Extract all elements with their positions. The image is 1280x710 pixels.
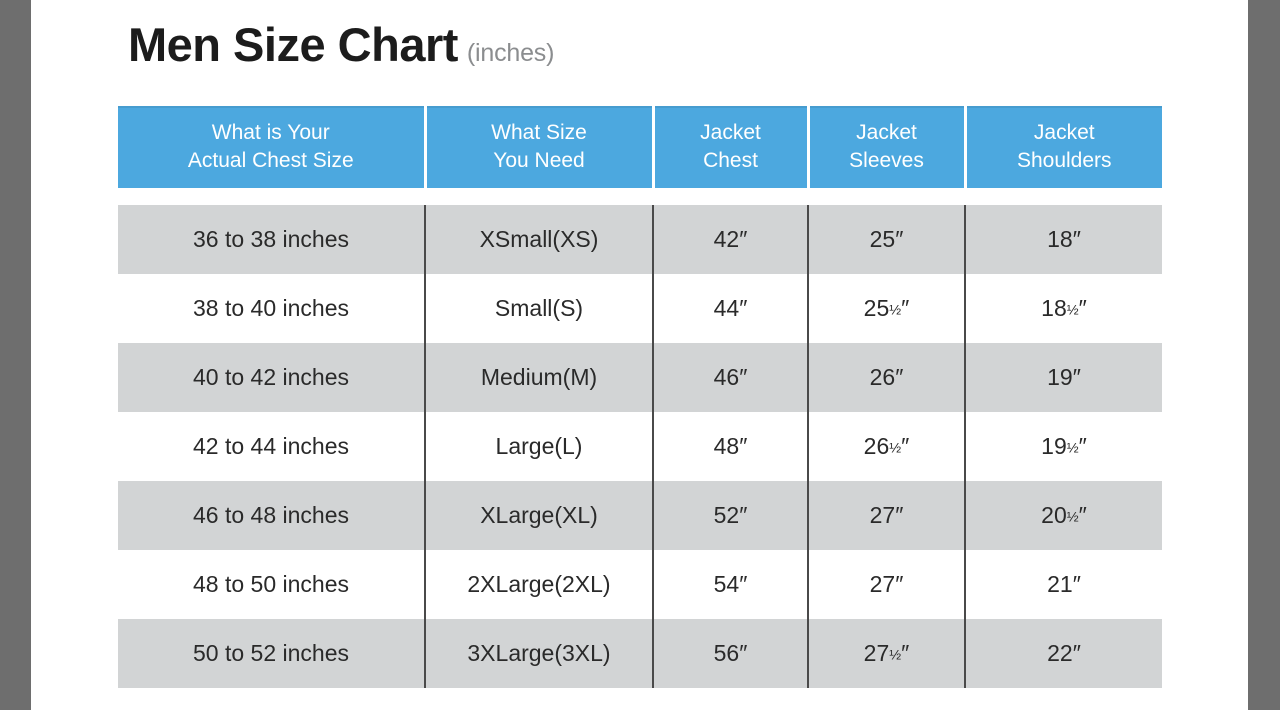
column-header-actual-chest-size: What is Your Actual Chest Size <box>118 106 427 189</box>
table-row: 40 to 42 inches Medium(M) 46″ 26″ 19″ <box>118 343 1162 413</box>
size-chart-table: What is Your Actual Chest Size What Size… <box>118 106 1162 689</box>
cell-size-you-need: Small(S) <box>425 274 654 344</box>
page-title: Men Size Chart (inches) <box>128 17 554 72</box>
size-chart-page: Men Size Chart (inches) What is Your Act… <box>31 0 1248 710</box>
column-header-line2: You Need <box>493 148 585 172</box>
cell-actual-chest-size: 42 to 44 inches <box>118 412 426 482</box>
table-header: What is Your Actual Chest Size What Size… <box>118 106 1162 189</box>
cell-size-you-need: Large(L) <box>425 412 654 482</box>
table-body: 36 to 38 inches XSmall(XS) 42″ 25″ 18″ 3… <box>118 188 1162 689</box>
cell-jacket-chest: 46″ <box>653 343 809 413</box>
left-letterbox-bar <box>0 0 31 710</box>
column-header-jacket-sleeves: Jacket Sleeves <box>808 106 967 189</box>
cell-jacket-chest: 56″ <box>653 619 809 689</box>
header-body-spacer <box>118 188 1162 206</box>
cell-jacket-shoulders: 19½″ <box>965 412 1162 482</box>
cell-jacket-sleeves: 26″ <box>808 343 966 413</box>
column-header-line1: Jacket <box>856 121 917 144</box>
column-header-line2: Actual Chest Size <box>187 148 354 172</box>
table-row: 50 to 52 inches 3XLarge(3XL) 56″ 27½″ 22… <box>118 619 1162 689</box>
cell-size-you-need: 3XLarge(3XL) <box>425 619 654 689</box>
cell-jacket-shoulders: 18″ <box>965 205 1162 275</box>
column-header-line1: What is Your <box>211 121 330 144</box>
table-row: 38 to 40 inches Small(S) 44″ 25½″ 18½″ <box>118 274 1162 344</box>
cell-jacket-sleeves: 27½″ <box>808 619 966 689</box>
cell-size-you-need: XLarge(XL) <box>425 481 654 551</box>
cell-actual-chest-size: 36 to 38 inches <box>118 205 426 275</box>
cell-jacket-shoulders: 19″ <box>965 343 1162 413</box>
right-letterbox-bar <box>1248 0 1280 710</box>
cell-jacket-chest: 42″ <box>653 205 809 275</box>
column-header-line2: Chest <box>703 148 758 172</box>
cell-size-you-need: Medium(M) <box>425 343 654 413</box>
cell-actual-chest-size: 46 to 48 inches <box>118 481 426 551</box>
table-row: 46 to 48 inches XLarge(XL) 52″ 27″ 20½″ <box>118 481 1162 551</box>
page-title-main: Men Size Chart <box>128 18 458 71</box>
table-row: 48 to 50 inches 2XLarge(2XL) 54″ 27″ 21″ <box>118 550 1162 620</box>
cell-actual-chest-size: 50 to 52 inches <box>118 619 426 689</box>
table-row: 36 to 38 inches XSmall(XS) 42″ 25″ 18″ <box>118 205 1162 275</box>
cell-jacket-sleeves: 25″ <box>808 205 966 275</box>
column-header-line2: Sleeves <box>849 148 924 172</box>
column-header-size-you-need: What Size You Need <box>425 106 655 189</box>
column-header-line1: What Size <box>491 121 587 144</box>
cell-size-you-need: 2XLarge(2XL) <box>425 550 654 620</box>
cell-jacket-chest: 54″ <box>653 550 809 620</box>
column-header-line1: Jacket <box>1033 121 1095 144</box>
cell-jacket-chest: 52″ <box>653 481 809 551</box>
cell-jacket-sleeves: 27″ <box>808 481 966 551</box>
column-header-jacket-shoulders: Jacket Shoulders <box>965 106 1162 189</box>
cell-jacket-chest: 48″ <box>653 412 809 482</box>
cell-actual-chest-size: 48 to 50 inches <box>118 550 426 620</box>
spacer-cell <box>118 188 1162 206</box>
cell-actual-chest-size: 38 to 40 inches <box>118 274 426 344</box>
table-row: 42 to 44 inches Large(L) 48″ 26½″ 19½″ <box>118 412 1162 482</box>
page-title-units: (inches) <box>466 39 555 67</box>
cell-jacket-shoulders: 22″ <box>965 619 1162 689</box>
column-header-line2: Shoulders <box>1016 148 1112 172</box>
cell-jacket-shoulders: 20½″ <box>965 481 1162 551</box>
column-header-line1: Jacket <box>700 121 761 144</box>
column-header-jacket-chest: Jacket Chest <box>653 106 810 189</box>
cell-jacket-sleeves: 27″ <box>808 550 966 620</box>
cell-jacket-shoulders: 21″ <box>965 550 1162 620</box>
cell-jacket-sleeves: 26½″ <box>808 412 966 482</box>
cell-jacket-shoulders: 18½″ <box>965 274 1162 344</box>
cell-actual-chest-size: 40 to 42 inches <box>118 343 426 413</box>
cell-jacket-sleeves: 25½″ <box>808 274 966 344</box>
cell-size-you-need: XSmall(XS) <box>425 205 654 275</box>
table-header-row: What is Your Actual Chest Size What Size… <box>118 106 1162 189</box>
cell-jacket-chest: 44″ <box>653 274 809 344</box>
